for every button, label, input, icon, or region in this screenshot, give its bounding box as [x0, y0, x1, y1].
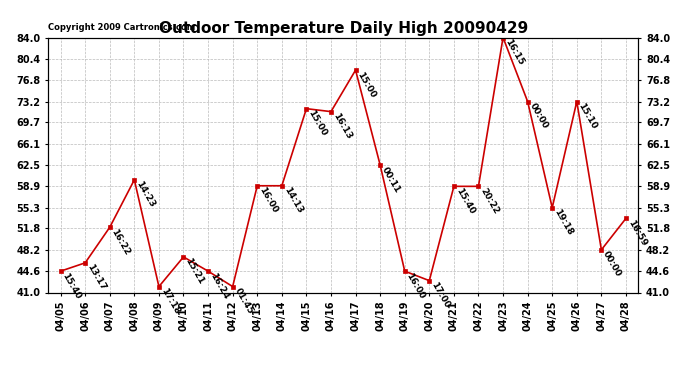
Text: 15:10: 15:10	[577, 102, 599, 131]
Text: 15:00: 15:00	[306, 109, 328, 138]
Text: 15:21: 15:21	[184, 257, 206, 286]
Text: 13:17: 13:17	[85, 263, 108, 292]
Text: 14:23: 14:23	[135, 180, 157, 209]
Text: 17:00: 17:00	[429, 280, 451, 310]
Text: 15:40: 15:40	[454, 186, 476, 216]
Text: 00:00: 00:00	[528, 102, 549, 130]
Text: 14:13: 14:13	[282, 186, 304, 215]
Text: 01:45: 01:45	[233, 286, 255, 316]
Text: 16:00: 16:00	[405, 271, 426, 300]
Text: 20:22: 20:22	[478, 186, 500, 216]
Text: 16:22: 16:22	[110, 227, 132, 256]
Text: 16:00: 16:00	[257, 186, 279, 215]
Text: 16:15: 16:15	[503, 38, 525, 67]
Text: 00:11: 00:11	[380, 165, 402, 194]
Text: 00:00: 00:00	[602, 250, 623, 279]
Text: 16:59: 16:59	[626, 218, 648, 248]
Text: 16:24: 16:24	[208, 271, 230, 300]
Text: 15:40: 15:40	[61, 271, 83, 300]
Text: 16:13: 16:13	[331, 112, 353, 141]
Text: 15:00: 15:00	[355, 70, 377, 99]
Text: Copyright 2009 Cartronics.com: Copyright 2009 Cartronics.com	[48, 23, 195, 32]
Text: 19:18: 19:18	[552, 208, 574, 237]
Title: Outdoor Temperature Daily High 20090429: Outdoor Temperature Daily High 20090429	[159, 21, 528, 36]
Text: 17:18: 17:18	[159, 286, 181, 316]
